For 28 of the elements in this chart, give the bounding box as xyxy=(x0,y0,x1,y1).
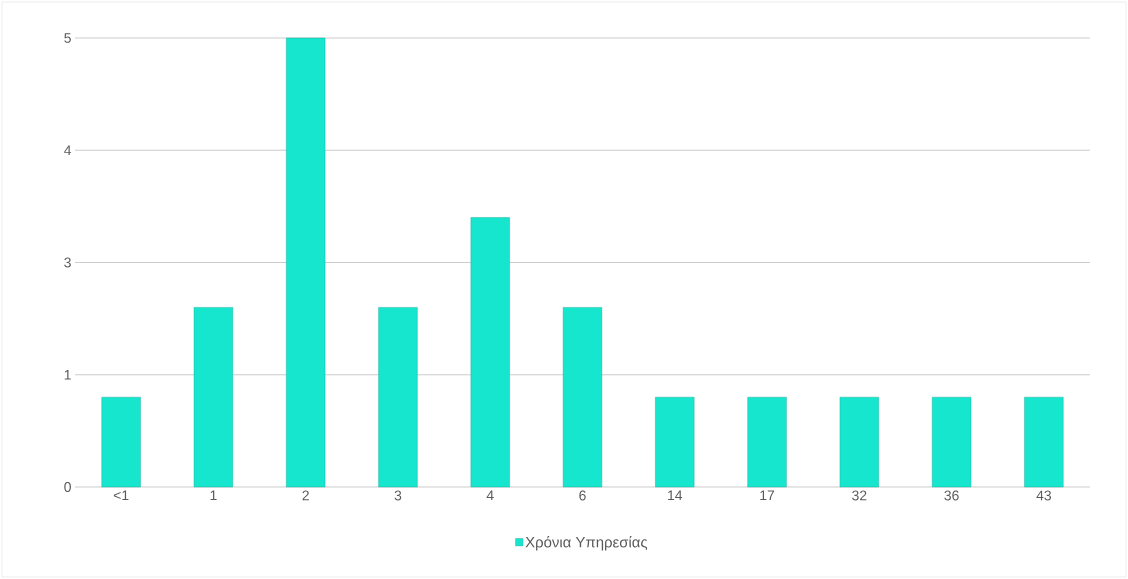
x-tick-label: 4 xyxy=(486,490,494,501)
bar xyxy=(839,397,879,488)
x-tick-label: 3 xyxy=(394,490,402,501)
bar xyxy=(1024,397,1064,488)
x-tick-label: 6 xyxy=(579,490,586,501)
y-tick-label: 0 xyxy=(64,482,71,492)
bar xyxy=(286,37,326,488)
x-tick-label: 36 xyxy=(944,490,959,501)
x-tick-label: 2 xyxy=(302,490,309,501)
x-tick-label: 1 xyxy=(210,490,217,501)
x-tick-label: 14 xyxy=(668,490,683,501)
y-tick-label: 1 xyxy=(64,369,71,380)
y-tick-label: 4 xyxy=(64,145,72,156)
bar xyxy=(193,307,233,488)
bar xyxy=(101,397,141,488)
y-tick-label: 5 xyxy=(64,33,71,43)
bar xyxy=(932,397,972,488)
bar xyxy=(747,397,787,488)
bar xyxy=(655,397,695,488)
x-tick-label: 17 xyxy=(760,490,775,501)
y-tick-label: 3 xyxy=(64,257,71,268)
legend-label: Χρόνια Υπηρεσίας xyxy=(525,536,648,551)
x-tick-label: 43 xyxy=(1036,490,1051,501)
x-tick-label: 32 xyxy=(852,490,867,501)
bar xyxy=(562,307,603,488)
bar xyxy=(470,217,510,488)
bar xyxy=(378,307,418,488)
x-tick-label: <1 xyxy=(113,490,129,501)
